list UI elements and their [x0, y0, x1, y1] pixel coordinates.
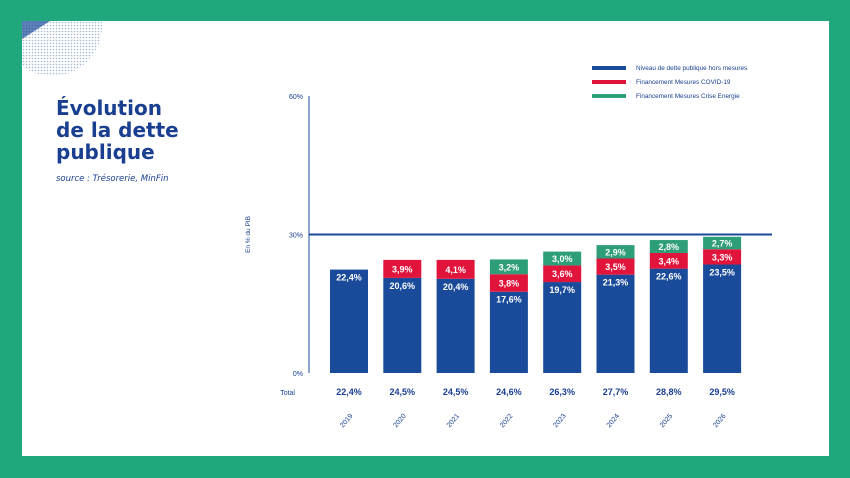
bar-segment [489, 291, 528, 373]
total-value-label: 27,7% [603, 387, 629, 397]
bar-value-label: 2,9% [605, 247, 626, 257]
y-axis-label: En % du PIB [245, 216, 252, 253]
bar-value-label: 2,7% [712, 239, 733, 249]
title-line: publique [56, 140, 155, 164]
totals-row-label: Total [280, 390, 295, 397]
bar-value-label: 20,6% [390, 281, 416, 291]
legend-swatch-energie [592, 94, 626, 98]
total-value-label: 24,5% [390, 387, 416, 397]
bar-value-label: 22,6% [656, 272, 682, 282]
legend-label: Financement Mesures Crise Energie [636, 92, 740, 100]
bar-segment [383, 277, 422, 373]
bar-value-label: 23,5% [709, 268, 735, 278]
bar-segment [596, 258, 635, 275]
bar-value-label: 3,8% [499, 278, 520, 288]
legend-label: Financement Mesures COVID-19 [636, 78, 731, 86]
bar-value-label: 17,6% [496, 295, 522, 305]
bar-segment [703, 249, 742, 265]
bar-value-label: 3,6% [552, 269, 573, 279]
legend-swatch-covid [592, 80, 626, 84]
legend-item-covid: Financement Mesures COVID-19 [592, 75, 747, 89]
x-tick-label: 2021 [446, 413, 461, 430]
bar-value-label: 22,4% [336, 273, 362, 283]
bar-value-label: 20,4% [443, 282, 469, 292]
legend-item-base: Niveau de dette publique hors mesures [592, 61, 747, 75]
x-tick-label: 2020 [392, 413, 407, 430]
bar-segment [383, 259, 422, 278]
bar-segment [703, 236, 742, 250]
total-value-label: 26,3% [549, 387, 575, 397]
x-tick-label: 2024 [606, 413, 621, 430]
bar-segment [330, 269, 368, 373]
y-tick-label: 0% [293, 371, 303, 378]
bar-value-label: 3,9% [392, 264, 413, 274]
bar-value-label: 3,3% [712, 252, 733, 262]
legend-swatch-base [592, 66, 626, 70]
slide: Évolution de la dette publique source : … [22, 21, 829, 456]
bar-segment [543, 282, 582, 373]
bar-value-label: 3,5% [605, 262, 626, 272]
bar-value-label: 21,3% [603, 278, 629, 288]
bar-segment [649, 240, 688, 253]
bar-segment [489, 259, 528, 275]
bar-segment [489, 274, 528, 292]
x-tick-label: 2025 [659, 413, 674, 430]
bar-value-label: 3,0% [552, 254, 573, 264]
bar-value-label: 2,8% [659, 242, 680, 252]
x-tick-label: 2019 [339, 413, 354, 430]
y-tick-label: 60% [289, 94, 303, 101]
bar-segment [436, 259, 475, 279]
total-value-label: 22,4% [336, 387, 362, 397]
bar-value-label: 4,1% [445, 265, 466, 275]
bar-segment [436, 278, 475, 373]
total-value-label: 29,5% [709, 387, 735, 397]
legend-label: Niveau de dette publique hors mesures [636, 64, 748, 72]
title-line: de la dette [56, 118, 179, 142]
total-value-label: 24,5% [443, 387, 469, 397]
bar-value-label: 19,7% [549, 285, 575, 295]
title-line: Évolution [56, 96, 162, 120]
source-note: source : Trésorerie, MinFin [56, 174, 169, 184]
x-tick-label: 2023 [552, 413, 567, 430]
page-title: Évolution de la dette publique [56, 97, 236, 163]
bar-segment [543, 251, 582, 266]
legend-item-energie: Financement Mesures Crise Energie [592, 89, 747, 103]
bar-segment [649, 268, 688, 373]
bar-segment [649, 252, 688, 269]
total-value-label: 24,6% [496, 387, 522, 397]
decorative-dot-pattern [22, 21, 102, 76]
stacked-bar-chart: 0% 30% 60% En % du PIB 22,4% 22,4% 2019 20,6% 3,… [245, 94, 772, 430]
x-tick-label: 2022 [499, 413, 514, 430]
x-tick-label: 2026 [712, 413, 727, 430]
bar-segment [543, 265, 582, 283]
y-tick-label: 30% [289, 233, 303, 240]
bar-segment [703, 264, 742, 373]
bar-segment [596, 274, 635, 373]
bar-value-label: 3,4% [659, 256, 680, 266]
chart-legend: Niveau de dette publique hors mesures Fi… [592, 61, 747, 103]
bar-segment [596, 245, 635, 259]
total-value-label: 28,8% [656, 387, 682, 397]
bar-value-label: 3,2% [499, 262, 520, 272]
